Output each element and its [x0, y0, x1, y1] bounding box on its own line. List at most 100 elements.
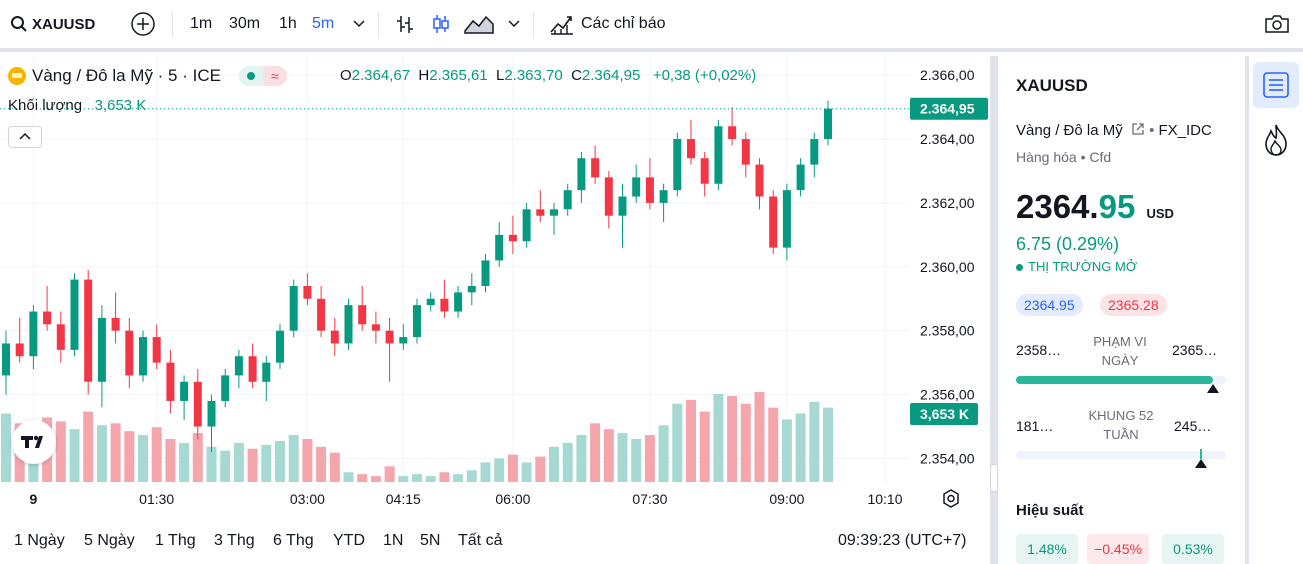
- volume-bar: [83, 411, 94, 482]
- volume-bar: [55, 421, 66, 482]
- volume-bar: [151, 427, 162, 482]
- candle-body: [591, 158, 600, 178]
- panel-resizer[interactable]: [990, 56, 998, 564]
- interval-30m[interactable]: 30m: [229, 15, 261, 32]
- market-status-text: THỊ TRƯỜNG MỞ: [1028, 259, 1137, 274]
- interval-1m[interactable]: 1m: [190, 15, 213, 32]
- y-tick-label: 2.358,00: [920, 323, 975, 339]
- legend-title[interactable]: Vàng / Đô la Mỹ · 5 · ICE: [32, 66, 221, 85]
- candle-body: [193, 381, 202, 427]
- hotlists-button[interactable]: [1260, 122, 1292, 163]
- candle-body: [15, 343, 24, 357]
- bar-style-button[interactable]: [394, 0, 416, 48]
- symbol-details-panel: XAUUSD Vàng / Đô la Mỹ • FX_IDC Hàng hóa…: [998, 56, 1238, 564]
- volume-bar: [686, 399, 696, 482]
- screenshot-button[interactable]: [1264, 0, 1290, 48]
- range-1d[interactable]: 1 Ngày: [14, 532, 65, 549]
- volume-bar: [672, 403, 683, 482]
- interval-1h[interactable]: 1h: [279, 15, 297, 32]
- indicators-button[interactable]: Các chỉ báo: [549, 0, 666, 48]
- day-high: 2365…: [1172, 342, 1218, 358]
- candle-body: [577, 158, 586, 191]
- interval-dropdown[interactable]: [353, 0, 365, 48]
- candle-body: [467, 285, 476, 293]
- volume-bar: [110, 423, 121, 482]
- clock-timezone[interactable]: 09:39:23 (UTC+7): [838, 532, 967, 549]
- range-5d[interactable]: 5 Ngày: [84, 532, 135, 549]
- interval-5m[interactable]: 5m: [312, 15, 335, 32]
- panel-symbol[interactable]: XAUUSD: [1016, 76, 1088, 95]
- candle-body: [604, 177, 613, 216]
- candle-body: [495, 234, 504, 261]
- candle-body: [632, 177, 641, 197]
- area-style-button[interactable]: [464, 0, 494, 48]
- candle-body: [358, 305, 367, 325]
- candle-body: [56, 324, 65, 350]
- range-1y[interactable]: 1N: [383, 532, 404, 549]
- last-price-label: 2.364,95: [920, 101, 975, 117]
- volume-bar: [165, 438, 176, 482]
- volume-bar: [480, 462, 491, 482]
- watchlist-button[interactable]: [1253, 62, 1299, 108]
- candle-body: [234, 356, 243, 376]
- volume-bar: [192, 433, 203, 482]
- candle-body: [166, 362, 175, 401]
- candle-body: [426, 298, 435, 306]
- x-tick-label: 03:00: [290, 491, 325, 507]
- toolbar-divider: [378, 12, 379, 38]
- range-all[interactable]: Tất cả: [458, 532, 503, 549]
- volume-bar: [439, 472, 450, 482]
- volume-bar: [206, 446, 217, 482]
- indicators-icon: [550, 16, 573, 35]
- range-5y[interactable]: 5N: [420, 532, 441, 549]
- chart-area[interactable]: 2.366,00 2.364,00 2.362,00 2.360,00 2.358,00…: [0, 56, 990, 564]
- volume-bar: [823, 407, 833, 482]
- panel-symbol-name[interactable]: Vàng / Đô la Mỹ: [1016, 122, 1123, 139]
- chart-style-dropdown[interactable]: [508, 0, 520, 48]
- area-chart-icon: [464, 15, 494, 34]
- collapse-legend-button[interactable]: [8, 126, 42, 148]
- week52-range-tick: [1199, 449, 1202, 459]
- search-icon: [11, 16, 27, 32]
- panel-type: Cfd: [1089, 149, 1112, 165]
- chevron-up-icon: [19, 132, 31, 140]
- volume-bar: [466, 470, 477, 482]
- performance-3m[interactable]: 0.53%: [1162, 534, 1224, 564]
- volume-bar: [631, 438, 642, 482]
- candle-body: [152, 337, 161, 363]
- candle-body: [317, 298, 326, 331]
- week52-high: 245…: [1174, 418, 1212, 434]
- performance-1m[interactable]: −0.45%: [1087, 534, 1149, 564]
- range-ytd[interactable]: YTD: [333, 532, 365, 549]
- symbol-search[interactable]: XAUUSD: [10, 0, 95, 48]
- compare-add-button[interactable]: [130, 0, 156, 48]
- day-range-bar: [1016, 376, 1226, 393]
- volume-bar: [727, 395, 738, 482]
- last-volume-tag: [910, 403, 978, 425]
- volume-bar: [494, 458, 505, 482]
- range-1m[interactable]: 1 Thg: [155, 532, 196, 549]
- candle-body: [741, 139, 750, 165]
- candle-body: [97, 317, 106, 382]
- candle-body: [303, 285, 312, 299]
- camera-icon: [1265, 15, 1289, 33]
- candle-body: [413, 305, 421, 338]
- market-status-badge[interactable]: ≈: [238, 66, 287, 86]
- price-chart[interactable]: 2.366,00 2.364,00 2.362,00 2.360,00 2.358,00…: [0, 56, 990, 518]
- bid-chip[interactable]: 2364.95: [1016, 294, 1083, 316]
- range-3m[interactable]: 3 Thg: [214, 532, 255, 549]
- week52-range-bar: [1016, 449, 1226, 468]
- volume-bar: [329, 452, 340, 482]
- candle-body: [659, 190, 668, 203]
- performance-1w[interactable]: 1.48%: [1016, 534, 1078, 564]
- price-axis-settings-button[interactable]: [940, 488, 962, 515]
- tradingview-logo[interactable]: [12, 420, 56, 464]
- ask-chip[interactable]: 2365.28: [1100, 294, 1167, 316]
- day-low: 2358…: [1016, 342, 1062, 358]
- volume-bar: [398, 476, 409, 482]
- range-6m[interactable]: 6 Thg: [273, 532, 314, 549]
- volume-bar: [96, 425, 107, 482]
- candle-style-button[interactable]: [430, 0, 452, 48]
- external-link-icon[interactable]: [1131, 122, 1145, 136]
- week52-range-marker-icon: [1194, 459, 1207, 468]
